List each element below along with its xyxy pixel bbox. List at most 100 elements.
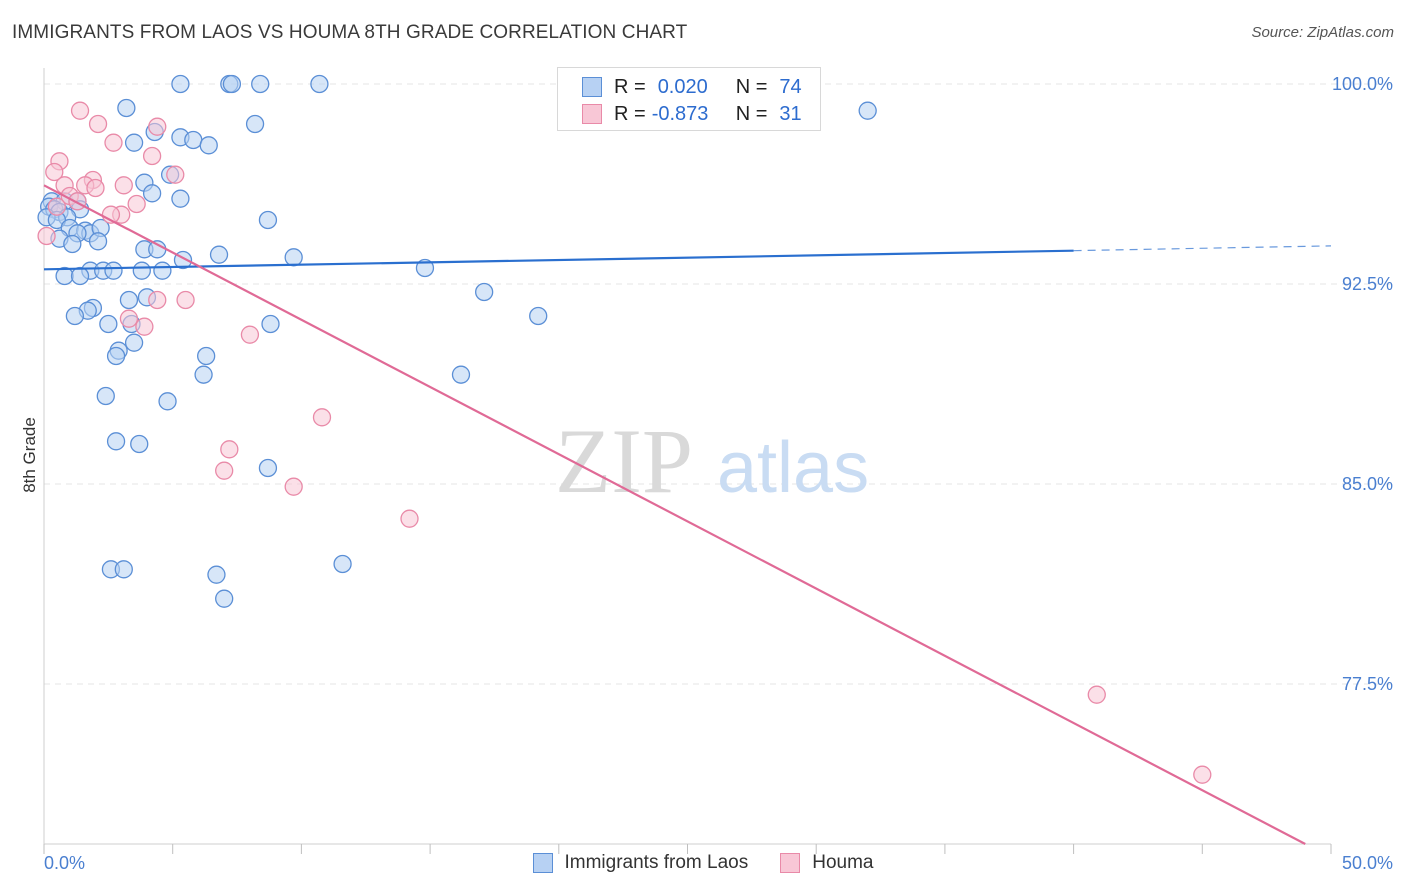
legend-row-houma: R = -0.873 N = 31 xyxy=(582,102,802,126)
point-laos xyxy=(858,101,877,120)
point-laos xyxy=(132,261,151,280)
point-laos xyxy=(310,74,329,94)
point-laos xyxy=(222,74,242,94)
point-laos xyxy=(99,314,118,334)
point-houma xyxy=(37,226,56,246)
point-houma xyxy=(215,461,234,480)
point-laos xyxy=(117,98,136,118)
point-laos xyxy=(106,432,126,451)
point-houma xyxy=(127,194,146,214)
y-tick-label: 77.5% xyxy=(1342,674,1393,694)
legend-n-value: 31 xyxy=(779,102,802,125)
y-axis-label: 8th Grade xyxy=(20,417,39,493)
legend-n-label: N = xyxy=(735,75,768,98)
point-laos xyxy=(65,306,85,326)
point-houma xyxy=(119,309,139,328)
point-laos xyxy=(451,365,471,384)
point-laos xyxy=(119,290,139,310)
legend-r-label: R = xyxy=(614,102,646,125)
point-laos xyxy=(88,232,108,251)
trend-line-laos xyxy=(43,249,1074,271)
legend-n-label: N = xyxy=(735,102,768,125)
point-laos xyxy=(158,392,177,411)
point-laos xyxy=(106,346,126,366)
point-houma xyxy=(104,133,123,152)
watermark-zip: ZIP xyxy=(555,410,693,512)
point-laos xyxy=(63,234,82,254)
point-laos xyxy=(114,560,133,579)
y-tick-label: 85.0% xyxy=(1342,474,1393,494)
point-laos xyxy=(199,136,218,155)
legend-swatch-laos xyxy=(532,853,553,873)
series-legend: Immigrants from Laos Houma xyxy=(0,852,1406,874)
point-houma xyxy=(148,290,167,310)
gridlines xyxy=(44,83,1391,685)
legend-r-value: 0.020 xyxy=(657,75,708,98)
legend-item-laos[interactable]: Immigrants from Laos xyxy=(532,852,749,874)
point-laos xyxy=(333,554,352,574)
point-houma xyxy=(88,114,108,134)
point-houma xyxy=(1087,685,1106,704)
point-laos xyxy=(251,74,270,94)
point-laos xyxy=(153,261,172,280)
point-laos xyxy=(130,434,149,454)
legend-label-laos: Immigrants from Laos xyxy=(564,852,749,873)
y-tick-label: 100.0% xyxy=(1332,74,1393,94)
point-laos xyxy=(142,184,162,203)
zipatlas-watermark: ZIP atlas xyxy=(555,410,869,512)
point-laos xyxy=(284,248,303,267)
point-laos xyxy=(124,133,144,152)
trend-line-laos-extension xyxy=(1073,245,1332,252)
point-houma xyxy=(1193,765,1212,784)
point-laos xyxy=(261,314,280,334)
legend-r-label: R = xyxy=(614,75,646,98)
point-houma xyxy=(148,117,167,136)
point-laos xyxy=(215,589,234,608)
point-laos xyxy=(171,189,190,208)
point-laos xyxy=(124,333,144,352)
series-laos-points xyxy=(37,74,877,608)
legend-item-houma[interactable]: Houma xyxy=(780,852,873,874)
y-tick-labels: 100.0% 92.5% 85.0% 77.5% xyxy=(1332,74,1393,694)
point-laos xyxy=(207,565,226,584)
point-houma xyxy=(114,176,133,195)
point-laos xyxy=(70,266,90,286)
point-houma xyxy=(142,146,162,166)
point-houma xyxy=(70,101,90,120)
point-laos xyxy=(529,306,548,326)
legend-swatch-laos xyxy=(582,77,602,97)
point-houma xyxy=(86,178,105,198)
point-houma xyxy=(284,477,303,496)
x-tick-label-right: 50.0% xyxy=(1342,853,1393,873)
legend-swatch-houma xyxy=(780,853,801,873)
point-laos xyxy=(96,386,115,406)
point-laos xyxy=(197,346,216,366)
watermark-atlas: atlas xyxy=(717,428,869,508)
point-houma xyxy=(176,290,195,310)
legend-label-houma: Houma xyxy=(812,852,874,873)
point-houma xyxy=(240,325,260,344)
chart-title: IMMIGRANTS FROM LAOS VS HOUMA 8TH GRADE … xyxy=(12,22,688,43)
legend-row-laos: R = 0.020 N = 74 xyxy=(582,75,802,99)
point-laos xyxy=(184,130,203,150)
point-houma xyxy=(312,408,332,427)
point-laos xyxy=(475,282,494,302)
trend-line-houma xyxy=(43,184,1306,845)
point-laos xyxy=(258,210,278,230)
point-laos xyxy=(194,365,213,384)
legend-r-value: -0.873 xyxy=(651,102,709,125)
point-houma xyxy=(220,440,239,459)
y-tick-label: 92.5% xyxy=(1342,274,1393,294)
trend-lines xyxy=(43,184,1332,845)
point-houma xyxy=(135,317,154,336)
point-laos xyxy=(245,114,265,134)
x-tick-label-left: 0.0% xyxy=(44,853,85,873)
legend-n-value: 74 xyxy=(779,75,802,98)
point-laos xyxy=(171,74,190,94)
point-laos xyxy=(258,458,278,478)
point-houma xyxy=(45,162,64,182)
point-houma xyxy=(68,192,87,211)
point-houma xyxy=(400,509,419,528)
source-credit: Source: ZipAtlas.com xyxy=(1251,24,1394,41)
